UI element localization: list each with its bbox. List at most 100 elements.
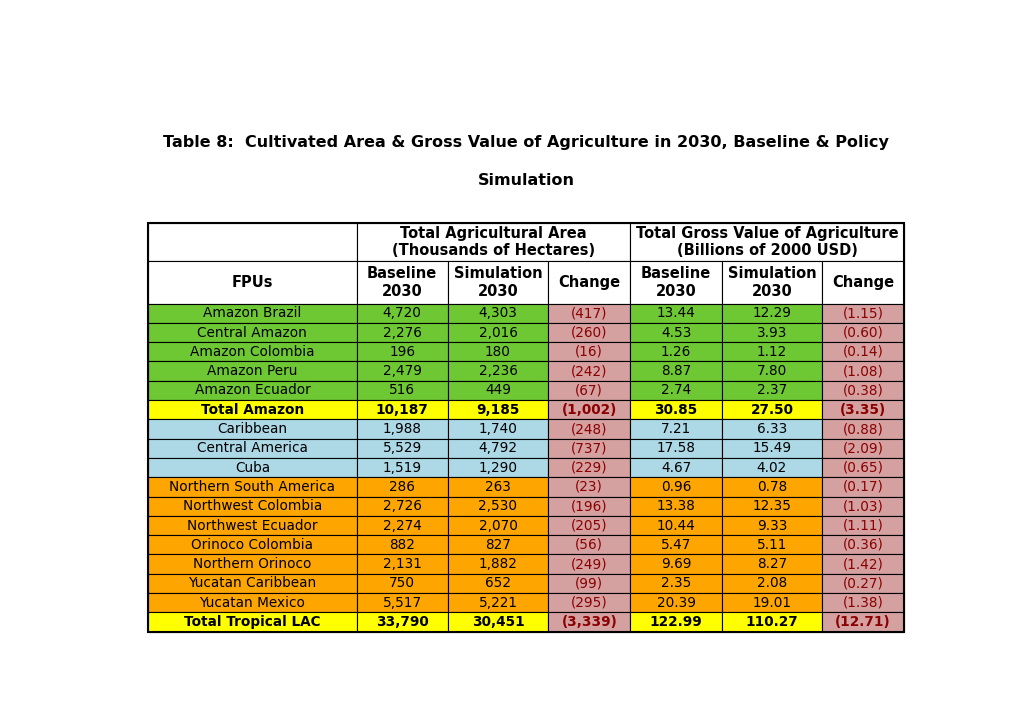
- Bar: [722, 458, 822, 477]
- Bar: [548, 574, 631, 593]
- Bar: [722, 574, 822, 593]
- Text: Cuba: Cuba: [235, 461, 270, 474]
- Bar: [148, 574, 356, 593]
- Text: (295): (295): [571, 596, 608, 610]
- Bar: [448, 342, 548, 361]
- Text: 8.87: 8.87: [661, 364, 691, 378]
- Bar: [356, 381, 448, 400]
- Bar: [148, 420, 356, 438]
- Bar: [631, 554, 722, 574]
- Bar: [548, 458, 631, 477]
- Text: (1,002): (1,002): [562, 403, 617, 417]
- Bar: [722, 612, 822, 632]
- Bar: [356, 554, 448, 574]
- Text: (0.60): (0.60): [843, 326, 883, 340]
- Text: Simulation
2030: Simulation 2030: [454, 266, 542, 298]
- Bar: [822, 342, 905, 361]
- Bar: [631, 342, 722, 361]
- Text: 0.78: 0.78: [757, 480, 787, 494]
- Text: 2,479: 2,479: [383, 364, 422, 378]
- Bar: [356, 574, 448, 593]
- Bar: [548, 400, 631, 420]
- Text: Northwest Ecuador: Northwest Ecuador: [187, 518, 317, 533]
- Bar: [356, 223, 631, 261]
- Bar: [148, 535, 356, 554]
- Bar: [631, 223, 905, 261]
- Bar: [548, 516, 631, 535]
- Text: 516: 516: [389, 384, 415, 397]
- Bar: [822, 535, 905, 554]
- Bar: [356, 516, 448, 535]
- Text: 12.35: 12.35: [753, 499, 792, 513]
- Bar: [631, 497, 722, 516]
- Bar: [548, 535, 631, 554]
- Text: 10.44: 10.44: [656, 518, 695, 533]
- Bar: [356, 458, 448, 477]
- Bar: [148, 304, 356, 323]
- Text: 2,276: 2,276: [383, 326, 422, 340]
- Bar: [548, 612, 631, 632]
- Bar: [722, 400, 822, 420]
- Bar: [722, 361, 822, 381]
- Bar: [822, 361, 905, 381]
- Bar: [148, 223, 905, 632]
- Text: 2,016: 2,016: [479, 326, 518, 340]
- Bar: [822, 438, 905, 458]
- Text: 1,988: 1,988: [383, 422, 422, 436]
- Bar: [356, 361, 448, 381]
- Bar: [822, 477, 905, 497]
- Bar: [548, 342, 631, 361]
- Text: 0.96: 0.96: [661, 480, 691, 494]
- Bar: [448, 554, 548, 574]
- Text: (99): (99): [575, 577, 603, 590]
- Text: Northern South America: Northern South America: [169, 480, 336, 494]
- Bar: [548, 497, 631, 516]
- Text: 652: 652: [485, 577, 511, 590]
- Text: 4.67: 4.67: [661, 461, 691, 474]
- Text: (249): (249): [571, 557, 608, 571]
- Text: 1.26: 1.26: [661, 345, 691, 359]
- Text: (67): (67): [575, 384, 603, 397]
- Text: Northern Orinoco: Northern Orinoco: [193, 557, 311, 571]
- Text: Northwest Colombia: Northwest Colombia: [183, 499, 322, 513]
- Text: (417): (417): [571, 306, 608, 320]
- Bar: [148, 612, 356, 632]
- Bar: [148, 400, 356, 420]
- Text: 2,530: 2,530: [479, 499, 518, 513]
- Bar: [148, 381, 356, 400]
- Text: (56): (56): [575, 538, 603, 552]
- Bar: [548, 361, 631, 381]
- Text: 19.01: 19.01: [753, 596, 792, 610]
- Text: (229): (229): [571, 461, 608, 474]
- Text: Yucatan Caribbean: Yucatan Caribbean: [188, 577, 316, 590]
- Bar: [822, 593, 905, 612]
- Text: (1.11): (1.11): [843, 518, 883, 533]
- Bar: [822, 458, 905, 477]
- Bar: [631, 438, 722, 458]
- Text: 2,236: 2,236: [479, 364, 518, 378]
- Text: 4,303: 4,303: [479, 306, 518, 320]
- Text: 13.38: 13.38: [656, 499, 695, 513]
- Bar: [722, 535, 822, 554]
- Bar: [448, 323, 548, 342]
- Text: 5,529: 5,529: [383, 441, 422, 456]
- Bar: [548, 438, 631, 458]
- Bar: [148, 223, 356, 261]
- Text: (737): (737): [571, 441, 608, 456]
- Text: 2.74: 2.74: [661, 384, 691, 397]
- Bar: [631, 477, 722, 497]
- Text: (3.35): (3.35): [840, 403, 886, 417]
- Text: 5,221: 5,221: [479, 596, 518, 610]
- Text: 9,185: 9,185: [477, 403, 520, 417]
- Text: 4.02: 4.02: [757, 461, 787, 474]
- Text: 1.12: 1.12: [757, 345, 787, 359]
- Bar: [356, 438, 448, 458]
- Bar: [148, 516, 356, 535]
- Bar: [148, 497, 356, 516]
- Bar: [448, 497, 548, 516]
- Bar: [722, 323, 822, 342]
- Text: (0.65): (0.65): [843, 461, 883, 474]
- Text: 2,131: 2,131: [383, 557, 422, 571]
- Bar: [722, 342, 822, 361]
- Bar: [631, 516, 722, 535]
